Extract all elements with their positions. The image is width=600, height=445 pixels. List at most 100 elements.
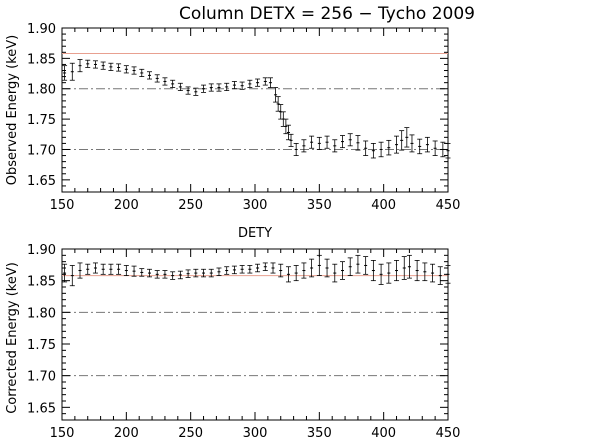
figure-title: Column DETX = 256 − Tycho 2009 bbox=[179, 4, 475, 24]
error-bars bbox=[62, 59, 451, 159]
data-point bbox=[414, 259, 420, 282]
data-point bbox=[347, 133, 353, 147]
data-point bbox=[231, 81, 237, 90]
data-point bbox=[162, 77, 168, 86]
data-point bbox=[193, 87, 199, 96]
data-point bbox=[285, 124, 291, 141]
axis-ticks bbox=[61, 248, 449, 420]
data-point bbox=[170, 79, 176, 88]
data-point bbox=[116, 63, 122, 72]
data-point bbox=[162, 270, 168, 279]
x-tick-label: 200 bbox=[114, 198, 139, 213]
data-point bbox=[363, 140, 369, 156]
data-point bbox=[275, 96, 281, 112]
data-point bbox=[394, 135, 400, 154]
plot-frame bbox=[61, 27, 449, 193]
data-point bbox=[267, 77, 273, 88]
data-point bbox=[355, 254, 361, 274]
data-point bbox=[201, 268, 207, 278]
x-tick-label: 400 bbox=[371, 198, 396, 213]
data-point bbox=[301, 139, 307, 153]
data-point bbox=[139, 268, 145, 277]
panel-observed: 150 200 250 300 350 400 450 1.651.701.751.801.… bbox=[5, 22, 460, 241]
data-point bbox=[339, 261, 345, 280]
data-point bbox=[69, 265, 75, 287]
y-tick-label: 1.75 bbox=[27, 338, 56, 353]
data-point bbox=[146, 71, 152, 80]
x-tick-label: 350 bbox=[307, 426, 332, 441]
data-point bbox=[355, 135, 361, 151]
data-point bbox=[216, 83, 222, 92]
error-bars bbox=[62, 254, 451, 287]
data-point bbox=[185, 86, 191, 95]
data-point bbox=[216, 267, 222, 277]
data-point bbox=[417, 138, 423, 155]
data-point bbox=[316, 136, 322, 150]
data-point bbox=[406, 254, 412, 279]
data-point bbox=[131, 66, 137, 75]
y-tick-labels: 1.65 1.70 1.75 1.80 1.85 1.90 bbox=[27, 243, 56, 416]
x-tick-label: 400 bbox=[371, 426, 396, 441]
data-point bbox=[92, 262, 98, 274]
data-point bbox=[309, 135, 315, 149]
data-point bbox=[301, 262, 307, 279]
data-point bbox=[100, 61, 106, 70]
x-tick-labels: 150 200 250 300 350 400 450 bbox=[50, 426, 461, 441]
x-tick-label: 450 bbox=[436, 198, 461, 213]
data-point bbox=[154, 270, 160, 279]
data-point bbox=[193, 268, 199, 278]
data-point bbox=[208, 83, 214, 92]
y-tick-labels: 1.65 1.70 1.75 1.80 1.85 1.90 bbox=[27, 22, 56, 189]
y-tick-label: 1.90 bbox=[27, 243, 56, 258]
data-point bbox=[332, 139, 338, 153]
data-point bbox=[170, 271, 176, 280]
data-point bbox=[262, 262, 268, 271]
x-tick-label: 150 bbox=[50, 426, 75, 441]
data-point bbox=[430, 263, 436, 283]
data-point bbox=[386, 262, 392, 284]
data-point bbox=[185, 269, 191, 278]
data-point bbox=[139, 68, 145, 77]
data-point bbox=[116, 263, 122, 275]
data-point bbox=[363, 256, 369, 275]
data-point bbox=[85, 59, 91, 68]
data-point bbox=[224, 82, 230, 91]
y-tick-label: 1.70 bbox=[27, 370, 56, 385]
data-point bbox=[224, 266, 230, 275]
data-point bbox=[100, 263, 106, 275]
data-point bbox=[62, 65, 68, 81]
data-point bbox=[399, 130, 405, 151]
x-tick-label: 200 bbox=[114, 426, 139, 441]
data-point bbox=[370, 143, 376, 159]
data-point bbox=[85, 263, 91, 275]
data-point bbox=[285, 266, 291, 283]
x-tick-labels: 150 200 250 300 350 400 450 bbox=[50, 198, 461, 213]
data-point bbox=[69, 62, 75, 81]
y-axis-label: Corrected Energy (keV) bbox=[5, 262, 20, 414]
data-point bbox=[123, 65, 129, 74]
x-tick-label: 300 bbox=[243, 426, 268, 441]
data-point bbox=[278, 263, 284, 278]
data-point bbox=[401, 256, 407, 280]
data-point bbox=[146, 268, 152, 278]
data-point bbox=[239, 265, 245, 274]
data-point bbox=[77, 262, 83, 279]
data-point bbox=[131, 265, 137, 277]
data-point bbox=[347, 257, 353, 277]
x-tick-label: 250 bbox=[178, 426, 203, 441]
x-tick-label: 350 bbox=[307, 198, 332, 213]
data-point bbox=[332, 263, 338, 283]
data-point bbox=[409, 134, 415, 153]
data-point bbox=[62, 263, 68, 283]
data-point bbox=[92, 60, 98, 69]
data-point bbox=[432, 140, 438, 156]
x-tick-label: 450 bbox=[436, 426, 461, 441]
guide-lines bbox=[62, 88, 448, 150]
y-tick-label: 1.80 bbox=[27, 306, 56, 321]
data-point bbox=[77, 59, 83, 73]
y-tick-label: 1.85 bbox=[27, 52, 56, 67]
data-point bbox=[378, 141, 384, 158]
data-point bbox=[154, 74, 160, 83]
data-point bbox=[201, 84, 207, 93]
